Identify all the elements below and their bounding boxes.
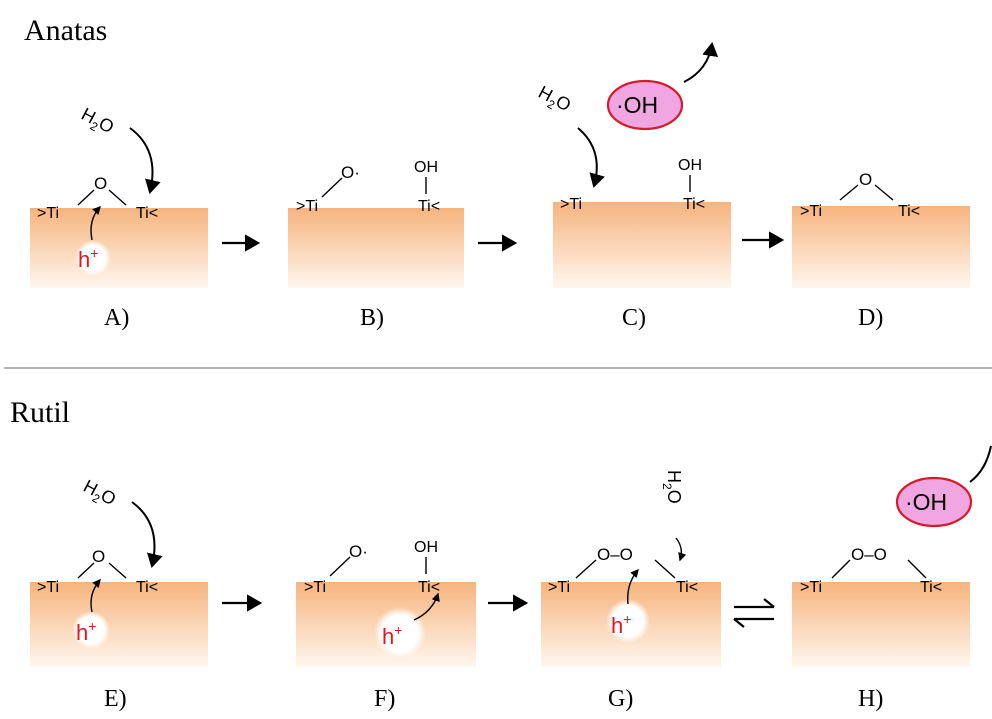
panel-b: >Ti Ti< O· OH B) bbox=[288, 159, 464, 331]
bond-line bbox=[907, 559, 927, 579]
bond-line bbox=[654, 559, 676, 579]
water-molecule: H2O bbox=[660, 470, 684, 504]
panel-d: >Ti Ti< O D) bbox=[792, 170, 970, 331]
hydroxyl-group: OH bbox=[414, 539, 438, 556]
water-label: H2O bbox=[533, 82, 574, 119]
panel-a: >Ti Ti< O H2O h+ A) bbox=[30, 104, 208, 331]
bridging-oxygen: O bbox=[94, 174, 107, 193]
equilibrium-arrows bbox=[733, 598, 775, 628]
bond-line bbox=[575, 559, 597, 579]
water-label: H2O bbox=[76, 104, 117, 141]
tio2-surface bbox=[288, 208, 464, 288]
hydroxyl-radical-label: ·OH bbox=[616, 92, 658, 118]
hole-transfer-arrow bbox=[90, 205, 101, 241]
panel-f: >Ti Ti< O· OH h+ F) bbox=[296, 539, 476, 712]
panel-c: >Ti Ti< OH H2O ·OH C) bbox=[533, 42, 731, 331]
bond-line bbox=[831, 559, 851, 579]
ti-left: >Ti bbox=[800, 203, 822, 220]
panel-label: F) bbox=[374, 686, 395, 712]
ti-left: >Ti bbox=[304, 579, 326, 596]
ti-right: Ti< bbox=[920, 579, 942, 596]
bond-line bbox=[108, 189, 127, 206]
panel-label: H) bbox=[858, 686, 883, 712]
bridging-oxygen: O bbox=[859, 170, 872, 189]
hole-transfer-arrow bbox=[413, 592, 440, 621]
reverse-harpoon-head bbox=[733, 618, 745, 628]
tio2-surface bbox=[553, 202, 731, 288]
panel-h: >Ti Ti< O–O ·OH H) bbox=[792, 445, 992, 712]
panel-e: >Ti Ti< O H2O h+ E) bbox=[30, 476, 208, 712]
ti-left: >Ti bbox=[560, 196, 582, 213]
hole-transfer-arrow bbox=[90, 578, 101, 613]
hole-glow bbox=[75, 240, 111, 276]
release-arrow bbox=[683, 42, 719, 83]
panel-label: A) bbox=[104, 305, 129, 331]
bond-line bbox=[329, 556, 351, 577]
ti-right: Ti< bbox=[418, 579, 440, 596]
hydroxyl-radical-label: ·OH bbox=[905, 489, 947, 515]
peroxo-group: O–O bbox=[597, 545, 633, 564]
reaction-arrow bbox=[577, 127, 605, 188]
panel-label: D) bbox=[858, 305, 883, 331]
section-title-rutil: Rutil bbox=[10, 396, 70, 429]
water-label: H2O bbox=[78, 476, 119, 513]
section-title-anatas: Anatas bbox=[24, 14, 107, 47]
ti-left: >Ti bbox=[37, 205, 59, 222]
bond-line bbox=[77, 189, 95, 206]
bridging-oxygen: O bbox=[92, 547, 105, 566]
hydroxyl-group: OH bbox=[678, 157, 702, 174]
hydroxyl-radical-bubble bbox=[606, 79, 684, 131]
bond-line bbox=[108, 562, 127, 579]
reaction-arrow bbox=[675, 537, 687, 562]
panel-label: E) bbox=[104, 686, 127, 712]
ti-right: Ti< bbox=[898, 203, 920, 220]
water-label: H2O bbox=[660, 470, 684, 504]
ti-right: Ti< bbox=[683, 196, 705, 213]
tio2-surface bbox=[792, 206, 970, 288]
ti-left: >Ti bbox=[800, 579, 822, 596]
tio2-surface bbox=[30, 208, 208, 288]
water-molecule: H2O bbox=[76, 104, 117, 141]
water-molecule: H2O bbox=[533, 82, 574, 119]
radical-oxygen: O· bbox=[341, 163, 360, 182]
bond-line bbox=[321, 177, 343, 198]
panel-label: G) bbox=[608, 686, 633, 712]
hydroxyl-group: OH bbox=[414, 159, 438, 176]
panel-label: B) bbox=[360, 305, 384, 331]
reaction-arrow bbox=[131, 501, 163, 568]
radical-oxygen: O· bbox=[349, 542, 368, 561]
peroxo-group: O–O bbox=[851, 545, 887, 564]
ti-left: >Ti bbox=[296, 198, 318, 215]
panel-label: C) bbox=[622, 305, 646, 331]
ti-left: >Ti bbox=[548, 579, 570, 596]
bond-line bbox=[874, 184, 894, 201]
hydroxyl-radical-bubble bbox=[895, 476, 973, 528]
ti-right: Ti< bbox=[136, 579, 158, 596]
release-arrow bbox=[969, 445, 992, 483]
water-molecule: H2O bbox=[78, 476, 119, 513]
reaction-arrow bbox=[129, 127, 161, 194]
hole-glow bbox=[374, 607, 426, 659]
bond-line bbox=[839, 184, 859, 201]
ti-right: Ti< bbox=[418, 198, 440, 215]
ti-right: Ti< bbox=[676, 579, 698, 596]
panel-g: >Ti Ti< O–O H2O h+ G) bbox=[541, 470, 721, 712]
hole-transfer-arrow bbox=[627, 568, 639, 605]
tio2-surface bbox=[792, 582, 970, 667]
forward-harpoon-head bbox=[763, 598, 775, 608]
ti-left: >Ti bbox=[37, 579, 59, 596]
ti-right: Ti< bbox=[136, 205, 158, 222]
tio2-surface bbox=[30, 582, 208, 667]
bond-line bbox=[77, 562, 95, 579]
hole-glow bbox=[72, 611, 110, 649]
hole-glow bbox=[606, 599, 650, 643]
